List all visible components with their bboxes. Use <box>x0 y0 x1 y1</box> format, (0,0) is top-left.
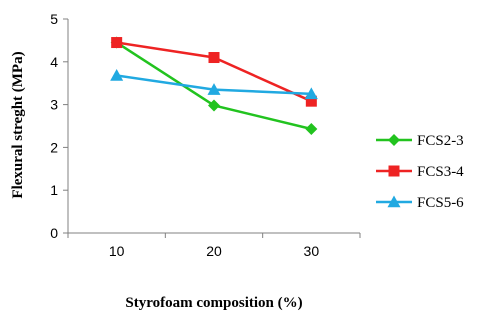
legend-marker <box>388 165 400 177</box>
y-tick-label: 1 <box>50 182 58 198</box>
legend-marker <box>388 134 400 146</box>
x-axis-ticks: 10 20 30 <box>67 233 361 259</box>
data-point-fcs5-6 <box>207 83 221 95</box>
x-tick-label: 30 <box>304 243 320 259</box>
legend-item-fcs2-3: FCS2-3 <box>376 133 464 149</box>
data-point-fcs3-4 <box>111 37 123 49</box>
y-tick-label: 3 <box>50 97 58 113</box>
series-fcs3-4 <box>111 37 317 107</box>
legend-label: FCS5-6 <box>417 195 464 211</box>
data-point-fcs5-6 <box>304 87 318 100</box>
y-tick-label: 0 <box>50 225 58 241</box>
legend-marker <box>387 195 401 208</box>
legend-label: FCS2-3 <box>417 133 464 149</box>
series-fcs5-6 <box>110 68 318 100</box>
y-axis-ticks: 0 1 2 3 4 5 <box>50 11 68 241</box>
y-tick-label: 4 <box>50 54 58 70</box>
x-axis-title: Styrofoam composition (%) <box>125 295 302 311</box>
data-point-fcs3-4 <box>208 52 220 64</box>
data-point-fcs3-4 <box>305 95 317 107</box>
x-tick-label: 20 <box>206 243 222 259</box>
x-tick-label: 10 <box>109 243 125 259</box>
legend-label: FCS3-4 <box>417 164 464 180</box>
series-layer <box>110 36 318 135</box>
legend-item-fcs5-6: FCS5-6 <box>376 195 464 211</box>
axes <box>67 19 360 234</box>
data-point-fcs5-6 <box>110 68 124 81</box>
y-tick-label: 2 <box>50 139 58 155</box>
y-tick-label: 5 <box>50 11 58 27</box>
legend: FCS2-3 FCS3-4 FCS5-6 <box>376 133 464 211</box>
data-point-fcs2-3 <box>305 122 318 135</box>
data-point-fcs2-3 <box>208 99 220 112</box>
y-axis-title: Flexural streght (MPa) <box>10 51 26 198</box>
legend-item-fcs3-4: FCS3-4 <box>376 164 464 180</box>
